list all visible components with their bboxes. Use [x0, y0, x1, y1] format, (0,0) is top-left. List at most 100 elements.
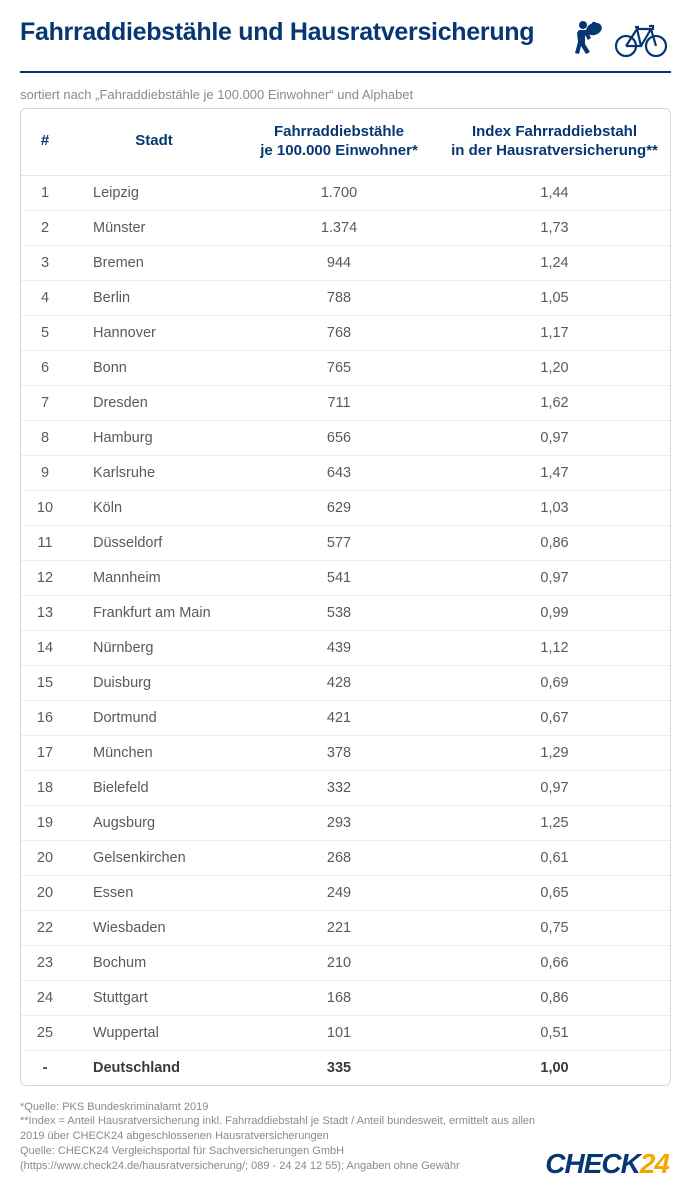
cell-thefts: 249 [239, 875, 439, 910]
cell-city: Berlin [69, 280, 239, 315]
cell-thefts: 541 [239, 560, 439, 595]
cell-rank: 18 [21, 770, 69, 805]
cell-city: Nürnberg [69, 630, 239, 665]
data-table: #StadtFahrraddiebstähleje 100.000 Einwoh… [20, 108, 671, 1086]
cell-city: Bochum [69, 945, 239, 980]
cell-city: Stuttgart [69, 980, 239, 1015]
cell-thefts: 944 [239, 245, 439, 280]
cell-thefts: 788 [239, 280, 439, 315]
cell-index: 0,67 [439, 700, 670, 735]
cell-index: 1,29 [439, 735, 670, 770]
table-row: 9Karlsruhe6431,47 [21, 455, 670, 490]
column-header-rank: # [21, 109, 69, 175]
cell-index: 1,17 [439, 315, 670, 350]
cell-index: 0,75 [439, 910, 670, 945]
header: Fahrraddiebstähle und Hausratversicherun… [20, 18, 671, 73]
footnote-line: Quelle: CHECK24 Vergleichsportal für Sac… [20, 1144, 541, 1159]
cell-thefts: 538 [239, 595, 439, 630]
cell-rank: 15 [21, 665, 69, 700]
table-row: 12Mannheim5410,97 [21, 560, 670, 595]
cell-thefts: 656 [239, 420, 439, 455]
cell-rank: 22 [21, 910, 69, 945]
cell-index: 0,69 [439, 665, 670, 700]
cell-thefts: 268 [239, 840, 439, 875]
cell-rank: 9 [21, 455, 69, 490]
cell-city: Düsseldorf [69, 525, 239, 560]
cell-rank: 13 [21, 595, 69, 630]
cell-thefts: 577 [239, 525, 439, 560]
cell-thefts: 1.374 [239, 210, 439, 245]
cell-thefts: 439 [239, 630, 439, 665]
cell-city: Wuppertal [69, 1015, 239, 1050]
cell-rank: 7 [21, 385, 69, 420]
cell-rank: - [21, 1050, 69, 1085]
table-row: 20Gelsenkirchen2680,61 [21, 840, 670, 875]
table-row: 15Duisburg4280,69 [21, 665, 670, 700]
table-row: 3Bremen9441,24 [21, 245, 670, 280]
cell-thefts: 711 [239, 385, 439, 420]
cell-rank: 1 [21, 175, 69, 210]
table-header: #StadtFahrraddiebstähleje 100.000 Einwoh… [21, 109, 670, 175]
cell-index: 1,00 [439, 1050, 670, 1085]
cell-rank: 24 [21, 980, 69, 1015]
cell-index: 0,51 [439, 1015, 670, 1050]
cell-rank: 20 [21, 875, 69, 910]
table-row: 14Nürnberg4391,12 [21, 630, 670, 665]
cell-index: 0,66 [439, 945, 670, 980]
cell-thefts: 210 [239, 945, 439, 980]
cell-index: 1,12 [439, 630, 670, 665]
cell-city: Dortmund [69, 700, 239, 735]
footnote-line: (https://www.check24.de/hausratversicher… [20, 1159, 541, 1174]
header-icons [565, 18, 671, 65]
table-row: 10Köln6291,03 [21, 490, 670, 525]
cell-thefts: 101 [239, 1015, 439, 1050]
cell-city: Frankfurt am Main [69, 595, 239, 630]
cell-rank: 11 [21, 525, 69, 560]
cell-rank: 17 [21, 735, 69, 770]
table-row: 22Wiesbaden2210,75 [21, 910, 670, 945]
cell-thefts: 168 [239, 980, 439, 1015]
cell-index: 1,25 [439, 805, 670, 840]
cell-thefts: 765 [239, 350, 439, 385]
table-row: 18Bielefeld3320,97 [21, 770, 670, 805]
cell-city: Hamburg [69, 420, 239, 455]
cell-rank: 5 [21, 315, 69, 350]
cell-city: Essen [69, 875, 239, 910]
cell-city: Duisburg [69, 665, 239, 700]
table-row: 19Augsburg2931,25 [21, 805, 670, 840]
table-row: 20Essen2490,65 [21, 875, 670, 910]
cell-city: Münster [69, 210, 239, 245]
cell-index: 0,97 [439, 770, 670, 805]
cell-index: 1,62 [439, 385, 670, 420]
table-row: 7Dresden7111,62 [21, 385, 670, 420]
cell-thefts: 421 [239, 700, 439, 735]
cell-index: 0,86 [439, 525, 670, 560]
thief-icon [565, 18, 607, 65]
cell-index: 0,99 [439, 595, 670, 630]
cell-index: 1,73 [439, 210, 670, 245]
table-row: 24Stuttgart1680,86 [21, 980, 670, 1015]
cell-rank: 23 [21, 945, 69, 980]
column-header-index: Index Fahrraddiebstahlin der Hausratvers… [439, 109, 670, 175]
cell-city: Karlsruhe [69, 455, 239, 490]
cell-thefts: 643 [239, 455, 439, 490]
subtitle: sortiert nach „Fahraddiebstähle je 100.0… [20, 87, 671, 102]
table-body: 1Leipzig1.7001,442Münster1.3741,733Breme… [21, 175, 670, 1085]
table-row: 17München3781,29 [21, 735, 670, 770]
table-total-row: -Deutschland3351,00 [21, 1050, 670, 1085]
cell-rank: 14 [21, 630, 69, 665]
table-row: 1Leipzig1.7001,44 [21, 175, 670, 210]
table-row: 8Hamburg6560,97 [21, 420, 670, 455]
cell-thefts: 629 [239, 490, 439, 525]
cell-city: Bremen [69, 245, 239, 280]
footnote-line: **Index = Anteil Hausratversicherung ink… [20, 1114, 541, 1144]
logo-text-2: 24 [640, 1148, 669, 1179]
column-header-thefts: Fahrraddiebstähleje 100.000 Einwohner* [239, 109, 439, 175]
cell-rank: 16 [21, 700, 69, 735]
cell-thefts: 332 [239, 770, 439, 805]
cell-rank: 3 [21, 245, 69, 280]
cell-index: 1,03 [439, 490, 670, 525]
column-header-city: Stadt [69, 109, 239, 175]
table-row: 4Berlin7881,05 [21, 280, 670, 315]
cell-city: Bonn [69, 350, 239, 385]
